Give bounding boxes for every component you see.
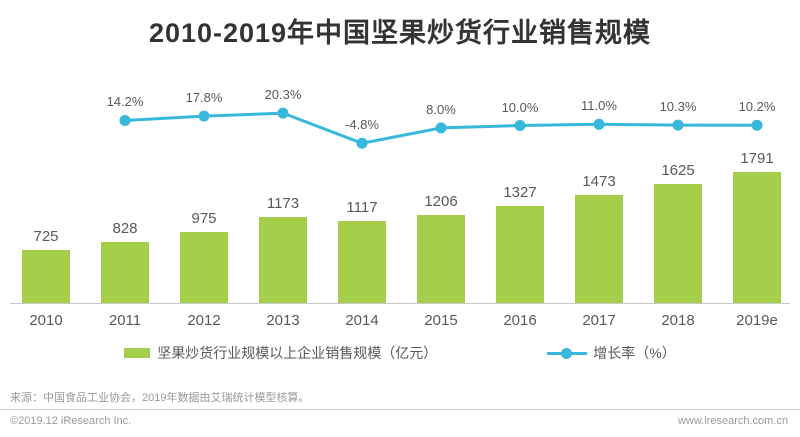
x-axis-label: 2013 bbox=[266, 312, 300, 329]
x-axis-label: 2011 bbox=[108, 312, 142, 329]
line-dot-icon bbox=[561, 347, 573, 359]
footer-bar: ©2019.12 iResearch Inc. www.iresearch.co… bbox=[10, 415, 788, 427]
legend-item-line: 增长率（%） bbox=[547, 343, 676, 363]
bar-value-label: 828 bbox=[112, 220, 138, 237]
chart-title: 2010-2019年中国坚果炒货行业销售规模 bbox=[148, 18, 652, 48]
x-axis-label: 2018 bbox=[661, 312, 695, 329]
website-link[interactable]: www.iresearch.com.cn bbox=[677, 415, 788, 427]
bar-2012 bbox=[180, 232, 228, 303]
bar-value-label: 1206 bbox=[424, 193, 458, 210]
bar-2011 bbox=[101, 242, 149, 303]
legend-bar-label: 坚果炒货行业规模以上企业销售规模（亿元） bbox=[157, 345, 438, 361]
x-axis-label: 2017 bbox=[582, 312, 616, 329]
bar-2019e bbox=[733, 172, 781, 303]
growth-rate-label: 14.2% bbox=[106, 94, 144, 110]
copyright-text: ©2019.12 iResearch Inc. bbox=[10, 415, 132, 427]
x-axis-label: 2012 bbox=[187, 312, 221, 329]
bar-2014 bbox=[338, 221, 386, 303]
x-axis-line bbox=[10, 303, 790, 304]
x-axis-label: 2015 bbox=[424, 312, 458, 329]
bar-value-label: 975 bbox=[191, 210, 217, 227]
bar-value-label: 1473 bbox=[582, 173, 616, 190]
bar-swatch-icon bbox=[124, 348, 151, 358]
growth-rate-label: 20.3% bbox=[264, 87, 302, 103]
bar-value-label: 1625 bbox=[661, 162, 695, 179]
footer-divider bbox=[0, 409, 800, 410]
bar-value-label: 1117 bbox=[346, 199, 378, 216]
growth-rate-label: 11.0% bbox=[581, 98, 617, 114]
bar-2017 bbox=[575, 195, 623, 303]
source-note: 来源：中国食品工业协会，2019年数据由艾瑞统计模型核算。 bbox=[10, 392, 310, 404]
bar-2013 bbox=[259, 217, 307, 303]
legend-item-bar: 坚果炒货行业规模以上企业销售规模（亿元） bbox=[124, 343, 437, 363]
bar-value-label: 1173 bbox=[266, 195, 300, 212]
bar-2015 bbox=[417, 215, 465, 303]
legend-line-label: 增长率（%） bbox=[593, 345, 676, 361]
growth-rate-line bbox=[119, 107, 763, 149]
x-axis-label: 2014 bbox=[345, 312, 379, 329]
x-axis-label: 2019e bbox=[736, 312, 778, 329]
bar-2016 bbox=[496, 206, 544, 303]
bar-value-label: 1791 bbox=[740, 150, 774, 167]
bar-value-label: 1327 bbox=[503, 184, 537, 201]
growth-rate-label: -4.8% bbox=[345, 117, 379, 133]
growth-rate-label: 17.8% bbox=[185, 90, 223, 106]
x-axis-label: 2016 bbox=[503, 312, 537, 329]
x-axis-label: 2010 bbox=[29, 312, 63, 329]
growth-rate-label: 10.3% bbox=[659, 99, 697, 115]
bar-value-label: 725 bbox=[33, 228, 59, 245]
growth-rate-label: 10.0% bbox=[501, 99, 539, 115]
chart-legend: 坚果炒货行业规模以上企业销售规模（亿元） 增长率（%） bbox=[0, 343, 800, 363]
line-swatch-icon bbox=[547, 347, 588, 359]
bar-2010 bbox=[22, 250, 70, 303]
growth-rate-label: 8.0% bbox=[426, 101, 456, 117]
growth-rate-label: 10.2% bbox=[738, 99, 776, 115]
bar-2018 bbox=[654, 184, 702, 303]
